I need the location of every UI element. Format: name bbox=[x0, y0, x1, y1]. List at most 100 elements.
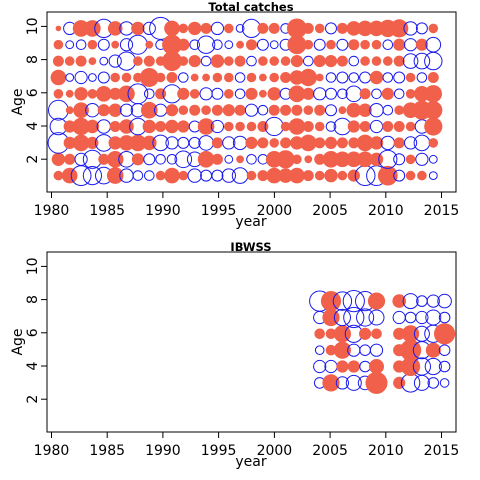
y-tick-label: 4 bbox=[25, 121, 41, 130]
positive-residual-bubble bbox=[383, 56, 393, 66]
y-tick-label: 6 bbox=[25, 328, 41, 337]
positive-residual-bubble bbox=[257, 121, 269, 132]
negative-residual-bubble bbox=[416, 72, 428, 83]
positive-residual-bubble bbox=[236, 40, 245, 49]
panel-total-catches: Total catches 1980 1985 1990 1995 2000 2… bbox=[10, 0, 459, 230]
positive-residual-bubble bbox=[268, 22, 280, 34]
positive-residual-bubble bbox=[107, 21, 123, 36]
positive-residual-bubble bbox=[291, 104, 303, 116]
positive-residual-bubble bbox=[322, 151, 340, 168]
y-tick-label: 6 bbox=[25, 88, 41, 97]
negative-residual-bubble bbox=[382, 39, 394, 51]
positive-residual-bubble bbox=[393, 376, 406, 389]
negative-residual-bubble bbox=[235, 24, 245, 33]
positive-residual-bubble bbox=[314, 121, 325, 132]
positive-residual-bubble bbox=[106, 167, 124, 184]
y-tick-label: 8 bbox=[25, 55, 41, 64]
negative-residual-bubble bbox=[97, 38, 110, 51]
positive-residual-bubble bbox=[326, 39, 336, 50]
positive-residual-bubble bbox=[333, 325, 351, 343]
positive-residual-bubble bbox=[257, 170, 269, 182]
positive-residual-bubble bbox=[325, 344, 337, 356]
negative-residual-bubble bbox=[313, 359, 327, 374]
negative-residual-bubble bbox=[369, 119, 384, 134]
negative-residual-bubble bbox=[178, 72, 189, 83]
negative-residual-bubble bbox=[369, 343, 384, 357]
negative-residual-bubble bbox=[415, 152, 429, 166]
positive-residual-bubble bbox=[52, 55, 64, 67]
positive-residual-bubble bbox=[302, 22, 314, 34]
positive-residual-bubble bbox=[314, 23, 325, 34]
negative-residual-bubble bbox=[212, 39, 223, 51]
positive-residual-bubble bbox=[166, 72, 178, 83]
positive-residual-bubble bbox=[267, 87, 281, 101]
negative-residual-bubble bbox=[325, 72, 337, 83]
positive-residual-bubble bbox=[336, 360, 349, 373]
negative-residual-bubble bbox=[177, 136, 190, 149]
positive-residual-bubble bbox=[415, 38, 428, 51]
negative-residual-bubble bbox=[415, 22, 428, 35]
plot-frame bbox=[46, 251, 457, 433]
negative-residual-bubble bbox=[428, 154, 438, 164]
positive-residual-bubble bbox=[65, 106, 74, 115]
positive-residual-bubble bbox=[98, 153, 110, 165]
negative-residual-bubble bbox=[439, 378, 450, 388]
positive-residual-bubble bbox=[235, 121, 245, 132]
positive-residual-bubble bbox=[72, 134, 90, 152]
positive-residual-bubble bbox=[360, 39, 370, 50]
positive-residual-bubble bbox=[417, 170, 427, 181]
negative-residual-bubble bbox=[200, 169, 213, 182]
x-tick-label: 2005 bbox=[312, 203, 348, 219]
positive-residual-bubble bbox=[280, 72, 292, 83]
bubble-series bbox=[47, 16, 443, 187]
negative-residual-bubble bbox=[257, 104, 269, 116]
negative-residual-bubble bbox=[187, 168, 202, 183]
negative-residual-bubble bbox=[65, 73, 75, 82]
positive-residual-bubble bbox=[302, 121, 314, 132]
positive-residual-bubble bbox=[65, 89, 74, 98]
positive-residual-bubble bbox=[201, 105, 211, 115]
positive-residual-bubble bbox=[268, 104, 280, 116]
negative-residual-bubble bbox=[415, 310, 429, 325]
positive-residual-bubble bbox=[381, 87, 394, 100]
negative-residual-bubble bbox=[174, 150, 193, 169]
positive-residual-bubble bbox=[336, 55, 348, 67]
negative-residual-bubble bbox=[336, 38, 349, 51]
positive-residual-bubble bbox=[55, 25, 62, 32]
negative-residual-bubble bbox=[332, 291, 353, 311]
negative-residual-bubble bbox=[359, 360, 371, 373]
negative-residual-bubble bbox=[403, 21, 418, 36]
positive-residual-bubble bbox=[53, 170, 64, 181]
negative-residual-bubble bbox=[425, 36, 442, 53]
positive-residual-bubble bbox=[53, 39, 64, 50]
positive-residual-bubble bbox=[246, 170, 257, 181]
x-tick-label: 1990 bbox=[145, 443, 181, 459]
negative-residual-bubble bbox=[427, 377, 440, 389]
negative-residual-bubble bbox=[232, 135, 248, 151]
positive-residual-bubble bbox=[51, 152, 66, 166]
negative-residual-bubble bbox=[324, 359, 338, 374]
positive-residual-bubble bbox=[155, 121, 167, 132]
positive-residual-bubble bbox=[224, 72, 234, 83]
negative-residual-bubble bbox=[393, 169, 406, 182]
positive-residual-bubble bbox=[177, 38, 190, 51]
positive-residual-bubble bbox=[133, 56, 143, 66]
negative-residual-bubble bbox=[393, 153, 406, 166]
positive-residual-bubble bbox=[118, 85, 135, 103]
positive-residual-bubble bbox=[371, 39, 382, 50]
positive-residual-bubble bbox=[280, 104, 292, 116]
positive-residual-bubble bbox=[86, 136, 99, 149]
negative-residual-bubble bbox=[313, 87, 327, 101]
positive-residual-bubble bbox=[141, 101, 158, 119]
y-tick-label: 2 bbox=[25, 395, 41, 404]
negative-residual-bubble bbox=[392, 310, 406, 325]
positive-residual-bubble bbox=[427, 72, 439, 83]
positive-residual-bubble bbox=[88, 57, 97, 65]
positive-residual-bubble bbox=[346, 151, 362, 168]
negative-residual-bubble bbox=[127, 83, 149, 105]
positive-residual-bubble bbox=[108, 103, 122, 117]
positive-residual-bubble bbox=[348, 39, 360, 51]
negative-residual-bubble bbox=[246, 154, 257, 165]
positive-residual-bubble bbox=[276, 150, 295, 169]
positive-residual-bubble bbox=[348, 137, 360, 149]
